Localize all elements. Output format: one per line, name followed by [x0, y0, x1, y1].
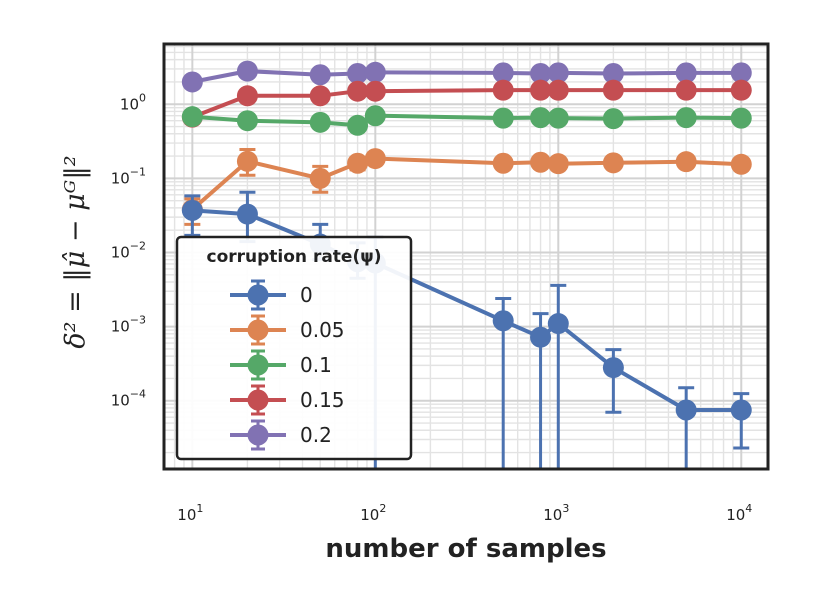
data-point[interactable] [530, 79, 552, 101]
x-axis-label: number of samples [325, 534, 606, 564]
legend-title: corruption rate(ψ) [207, 247, 382, 267]
data-point[interactable] [602, 79, 624, 101]
series-0.05 [181, 148, 752, 226]
legend-marker [247, 319, 269, 341]
data-point[interactable] [530, 107, 552, 129]
legend-marker [247, 424, 269, 446]
plot-series [181, 60, 752, 469]
legend-item-0.1[interactable]: 0.1 [230, 349, 332, 381]
data-point[interactable] [675, 62, 697, 84]
y-axis-label: δ² = ‖μ̂ − μᴳ‖² [60, 155, 91, 348]
legend-item-0.2[interactable]: 0.2 [230, 419, 332, 451]
data-point[interactable] [309, 85, 331, 107]
data-point[interactable] [492, 152, 514, 174]
legend-marker [247, 354, 269, 376]
data-point[interactable] [492, 79, 514, 101]
y-tick-label: 10−1 [111, 165, 146, 187]
plot-frame [162, 42, 770, 471]
legend-marker [247, 284, 269, 306]
data-point[interactable] [530, 326, 552, 348]
data-point[interactable] [730, 153, 752, 175]
y-tick-label: 10−3 [111, 314, 146, 336]
data-point[interactable] [675, 79, 697, 101]
data-point[interactable] [347, 152, 369, 174]
x-tick-label: 102 [360, 502, 386, 524]
legend-item-0.15[interactable]: 0.15 [230, 384, 345, 416]
data-point[interactable] [236, 60, 258, 82]
data-point[interactable] [602, 62, 624, 84]
data-point[interactable] [492, 62, 514, 84]
x-tick-label: 103 [543, 502, 569, 524]
legend-label: 0 [300, 283, 313, 307]
data-point[interactable] [530, 62, 552, 84]
data-point[interactable] [364, 105, 386, 127]
x-tick-labels: 101 102 103 104 [177, 502, 752, 524]
data-point[interactable] [492, 107, 514, 129]
legend-label: 0.2 [300, 423, 332, 447]
data-point[interactable] [730, 62, 752, 84]
data-point[interactable] [364, 148, 386, 170]
legend-label: 0.15 [300, 388, 345, 412]
legend-label: 0.1 [300, 353, 332, 377]
legend-label: 0.05 [300, 318, 345, 342]
data-point[interactable] [181, 71, 203, 93]
data-point[interactable] [309, 111, 331, 133]
data-point[interactable] [602, 108, 624, 130]
legend-item-0.05[interactable]: 0.05 [230, 314, 345, 346]
legend-box [175, 235, 413, 461]
legend[interactable]: corruption rate(ψ) 0 0.05 0.1 0.15 0.2 [175, 235, 413, 461]
y-tick-label: 10−4 [111, 388, 146, 410]
data-point[interactable] [602, 152, 624, 174]
data-point[interactable] [309, 64, 331, 86]
data-point[interactable] [547, 79, 569, 101]
data-point[interactable] [364, 61, 386, 83]
y-tick-label: 100 [120, 91, 146, 113]
data-point[interactable] [547, 107, 569, 129]
data-point[interactable] [181, 199, 203, 221]
data-point[interactable] [492, 310, 514, 332]
data-point[interactable] [530, 151, 552, 173]
data-point[interactable] [236, 85, 258, 107]
series-0.1 [181, 105, 752, 136]
data-point[interactable] [675, 151, 697, 173]
data-point[interactable] [547, 62, 569, 84]
data-point[interactable] [236, 203, 258, 225]
data-point[interactable] [347, 114, 369, 136]
data-point[interactable] [236, 150, 258, 172]
y-tick-label: 10−2 [111, 240, 146, 262]
legend-item-0[interactable]: 0 [230, 279, 313, 311]
y-tick-labels: 10−4 10−3 10−2 10−1 100 [111, 91, 146, 409]
data-point[interactable] [602, 357, 624, 379]
legend-marker [247, 389, 269, 411]
data-point[interactable] [730, 79, 752, 101]
data-point[interactable] [675, 107, 697, 129]
data-point[interactable] [730, 399, 752, 421]
series-0.2 [181, 60, 752, 93]
data-point[interactable] [364, 80, 386, 102]
x-tick-label: 104 [726, 502, 752, 524]
data-point[interactable] [347, 62, 369, 84]
data-point[interactable] [181, 106, 203, 128]
data-point[interactable] [547, 313, 569, 335]
data-point[interactable] [675, 399, 697, 421]
data-point[interactable] [236, 110, 258, 132]
x-tick-label: 101 [177, 502, 203, 524]
data-point[interactable] [309, 167, 331, 189]
data-point[interactable] [730, 107, 752, 129]
data-point[interactable] [347, 80, 369, 102]
data-point[interactable] [547, 153, 569, 175]
